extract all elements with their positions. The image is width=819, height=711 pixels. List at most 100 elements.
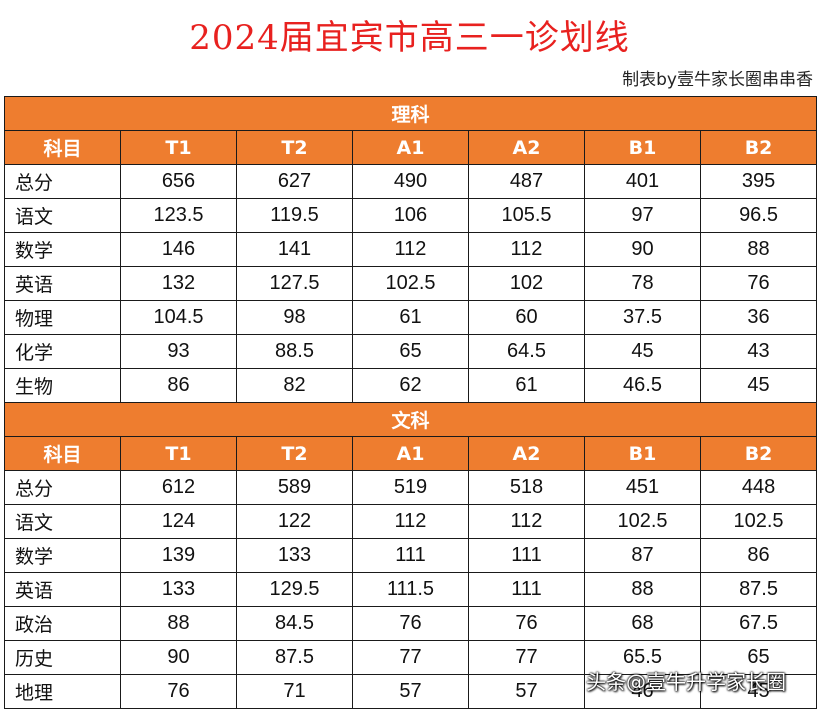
score-cell: 106 xyxy=(352,198,469,233)
score-cell: 487 xyxy=(468,164,585,199)
subject-cell: 历史 xyxy=(4,640,121,675)
score-cell: 76 xyxy=(352,606,469,641)
score-cell: 656 xyxy=(120,164,237,199)
score-table-body: 理科 科目 T1 T2 A1 A2 B1 B2 总分 656 627 490 487 401 395 语文 12… xyxy=(3,96,818,709)
score-cell: 45 xyxy=(584,334,701,369)
score-cell: 82 xyxy=(236,368,353,403)
score-cell: 88 xyxy=(699,232,818,267)
column-header: T2 xyxy=(236,436,353,471)
score-cell: 60 xyxy=(468,300,585,335)
score-cell: 77 xyxy=(468,640,585,675)
column-header: 科目 xyxy=(4,130,121,165)
score-cell: 45 xyxy=(699,368,818,403)
score-cell: 86 xyxy=(699,538,818,573)
credit-line: 制表by壹牛家长圈串串香 xyxy=(622,70,813,90)
score-cell: 102 xyxy=(468,266,585,301)
score-cell: 76 xyxy=(468,606,585,641)
table-row: 数学 146 141 112 112 90 88 xyxy=(4,232,818,267)
score-cell: 111.5 xyxy=(352,572,469,607)
score-cell: 87.5 xyxy=(236,640,353,675)
score-cell: 93 xyxy=(120,334,237,369)
table-row: 总分 656 627 490 487 401 395 xyxy=(4,164,818,199)
score-cell: 87.5 xyxy=(699,572,818,607)
score-cell: 62 xyxy=(352,368,469,403)
score-cell: 98 xyxy=(236,300,353,335)
column-header: B2 xyxy=(699,436,818,471)
score-cell: 612 xyxy=(120,470,237,505)
subject-cell: 英语 xyxy=(4,266,121,301)
score-cell: 589 xyxy=(236,470,353,505)
score-cell: 102.5 xyxy=(352,266,469,301)
column-header: A1 xyxy=(352,436,469,471)
column-header: T1 xyxy=(120,436,237,471)
table-row: 政治 88 84.5 76 76 68 67.5 xyxy=(4,606,818,641)
watermark: 头条@壹牛升学家长圈 xyxy=(586,670,786,694)
score-cell: 61 xyxy=(468,368,585,403)
column-header: A2 xyxy=(468,130,585,165)
score-cell: 111 xyxy=(468,538,585,573)
score-cell: 88.5 xyxy=(236,334,353,369)
score-cell: 519 xyxy=(352,470,469,505)
table-row: 总分 612 589 519 518 451 448 xyxy=(4,470,818,505)
score-cell: 111 xyxy=(352,538,469,573)
score-cell: 61 xyxy=(352,300,469,335)
score-cell: 84.5 xyxy=(236,606,353,641)
score-cell: 122 xyxy=(236,504,353,539)
score-table: 理科 科目 T1 T2 A1 A2 B1 B2 总分 656 627 490 487 401 395 语文 12… xyxy=(3,96,818,709)
score-cell: 119.5 xyxy=(236,198,353,233)
score-cell: 76 xyxy=(699,266,818,301)
score-cell: 57 xyxy=(352,674,469,709)
score-cell: 129.5 xyxy=(236,572,353,607)
score-cell: 90 xyxy=(120,640,237,675)
column-header: B2 xyxy=(699,130,818,165)
table-row: 化学 93 88.5 65 64.5 45 43 xyxy=(4,334,818,369)
table-row: 数学 139 133 111 111 87 86 xyxy=(4,538,818,573)
score-cell: 518 xyxy=(468,470,585,505)
table-row: 英语 132 127.5 102.5 102 78 76 xyxy=(4,266,818,301)
score-cell: 139 xyxy=(120,538,237,573)
score-cell: 45 xyxy=(699,674,818,709)
table-row: 英语 133 129.5 111.5 111 88 87.5 xyxy=(4,572,818,607)
score-cell: 57 xyxy=(468,674,585,709)
column-header: T1 xyxy=(120,130,237,165)
column-header-row: 科目 T1 T2 A1 A2 B1 B2 xyxy=(4,436,818,471)
score-cell: 65 xyxy=(699,640,818,675)
section-header-row-liberal-arts: 文科 xyxy=(3,402,818,437)
score-cell: 112 xyxy=(352,232,469,267)
subject-cell: 总分 xyxy=(4,470,121,505)
column-header: B1 xyxy=(584,436,701,471)
subject-cell: 语文 xyxy=(4,198,121,233)
column-header: A2 xyxy=(468,436,585,471)
section-header-row-science: 理科 xyxy=(3,96,818,131)
subject-cell: 化学 xyxy=(4,334,121,369)
column-header-row: 科目 T1 T2 A1 A2 B1 B2 xyxy=(4,130,818,165)
subject-cell: 数学 xyxy=(4,538,121,573)
score-cell: 102.5 xyxy=(699,504,818,539)
column-header: T2 xyxy=(236,130,353,165)
score-cell: 133 xyxy=(120,572,237,607)
score-cell: 112 xyxy=(468,232,585,267)
score-cell: 46 xyxy=(584,674,701,709)
score-cell: 96.5 xyxy=(699,198,818,233)
subject-cell: 英语 xyxy=(4,572,121,607)
subject-cell: 生物 xyxy=(4,368,121,403)
page-title: 2024届宜宾市高三一诊划线 xyxy=(189,18,630,58)
column-header: B1 xyxy=(584,130,701,165)
score-cell: 37.5 xyxy=(584,300,701,335)
score-cell: 627 xyxy=(236,164,353,199)
subject-cell: 数学 xyxy=(4,232,121,267)
score-cell: 88 xyxy=(120,606,237,641)
score-cell: 78 xyxy=(584,266,701,301)
score-cell: 88 xyxy=(584,572,701,607)
section-title: 文科 xyxy=(3,402,818,437)
score-cell: 112 xyxy=(352,504,469,539)
score-cell: 104.5 xyxy=(120,300,237,335)
score-cell: 65 xyxy=(352,334,469,369)
column-header: 科目 xyxy=(4,436,121,471)
column-header: A1 xyxy=(352,130,469,165)
section-title: 理科 xyxy=(3,96,818,131)
score-cell: 87 xyxy=(584,538,701,573)
score-cell: 43 xyxy=(699,334,818,369)
score-cell: 105.5 xyxy=(468,198,585,233)
table-row: 历史 90 87.5 77 77 65.5 65 xyxy=(4,640,818,675)
